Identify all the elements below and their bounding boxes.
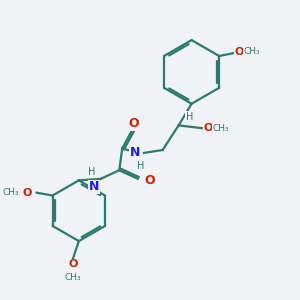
Text: H: H	[88, 167, 95, 178]
Text: H: H	[137, 161, 145, 171]
Text: O: O	[145, 174, 155, 187]
Text: N: N	[130, 146, 140, 159]
Text: CH₃: CH₃	[3, 188, 19, 197]
Text: N: N	[89, 180, 99, 194]
Text: O: O	[68, 259, 78, 269]
Text: CH₃: CH₃	[243, 47, 260, 56]
Text: H: H	[186, 112, 193, 122]
Text: CH₃: CH₃	[213, 124, 230, 133]
Text: O: O	[22, 188, 32, 198]
Text: O: O	[128, 118, 139, 130]
Text: CH₃: CH₃	[65, 273, 81, 282]
Text: O: O	[204, 123, 213, 133]
Text: O: O	[234, 47, 244, 57]
